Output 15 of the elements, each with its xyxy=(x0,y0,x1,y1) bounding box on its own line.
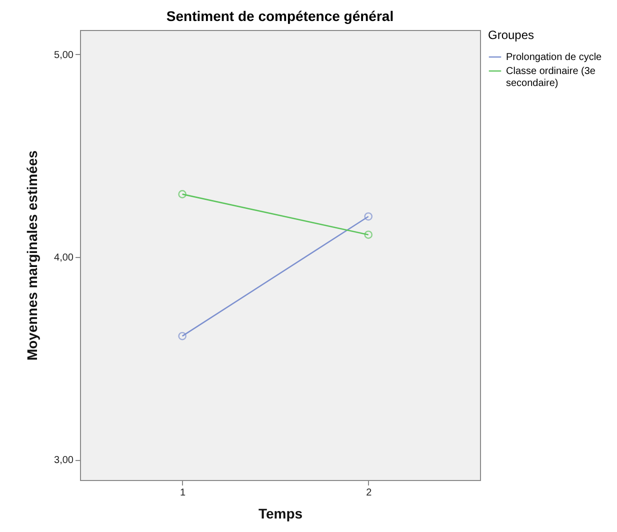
y-axis-title: Moyennes marginales estimées xyxy=(24,150,40,361)
legend-title: Groupes xyxy=(488,28,534,42)
x-tick-label: 2 xyxy=(366,488,372,498)
point xyxy=(364,212,373,221)
x-tick-label: 1 xyxy=(180,488,186,498)
point xyxy=(178,332,186,340)
legend-label: Classe ordinaire (3e secondaire) xyxy=(506,66,596,89)
point xyxy=(178,190,186,198)
y-tick-label: 5,00 xyxy=(54,50,74,61)
y-tick-label: 4,00 xyxy=(54,252,74,264)
chart-title: Sentiment de compétence général xyxy=(166,8,394,24)
legend-label: Prolongation de cycle xyxy=(506,52,602,63)
y-tick-label: 3,00 xyxy=(54,455,74,466)
point xyxy=(364,230,373,239)
x-axis-title: Temps xyxy=(258,506,303,522)
